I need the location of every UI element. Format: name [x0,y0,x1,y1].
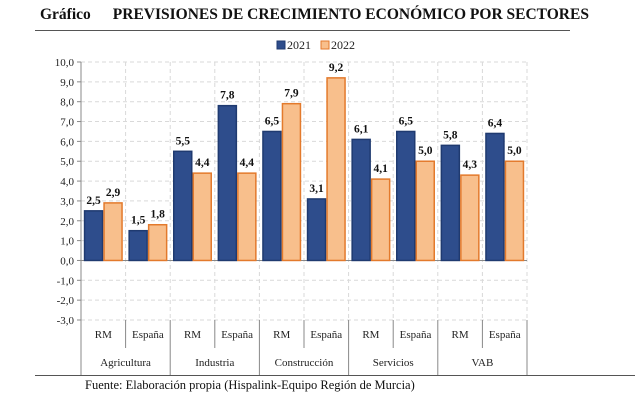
x-subcategory-label: España [400,329,432,341]
x-group-label: Servicios [373,357,414,369]
bar-2022 [281,102,302,262]
data-label: 6,5 [399,115,414,127]
bar-2021 [440,144,461,262]
y-tick-label: 2,0 [60,216,74,228]
y-tick-label: 7,0 [60,117,74,129]
bar-2021 [351,138,371,262]
x-subcategory-label: España [132,329,164,341]
y-tick-label: 5,0 [60,156,74,168]
bar-2022 [504,160,525,262]
data-label: 6,1 [354,123,369,135]
data-label: 4,3 [463,159,478,171]
x-subcategory-label: España [221,329,253,341]
x-subcategory-label: RM [452,329,469,341]
bar-2021 [173,150,193,262]
x-subcategory-label: RM [362,329,379,341]
bar-2022 [326,77,346,262]
data-label: 1,5 [131,215,146,227]
bar-2022 [237,172,257,262]
data-label: 4,1 [373,163,388,175]
y-tick-label: -1,0 [57,275,75,287]
x-subcategory-label: RM [184,329,201,341]
bar-2022 [192,172,212,262]
y-tick-label: -2,0 [57,295,75,307]
bar-chart: 10,0 9,0 8,0 7,0 6,0 5,0 4,0 3,0 2,0 1,0 0,0 -1,0 -2… [55,38,528,375]
x-subcategory-label: RM [273,329,290,341]
data-label: 7,9 [284,88,299,100]
bar-2022 [103,202,123,262]
x-group-label: Industria [195,357,234,369]
bar-2021 [128,229,148,262]
bar-2021 [485,132,505,262]
x-group-label: Agricultura [100,357,151,369]
x-group-label: Construcción [275,357,334,369]
data-label: 4,4 [195,157,210,169]
bar-2021 [306,198,327,262]
data-label: 2,5 [86,195,101,207]
data-label: 9,2 [329,62,344,74]
bar-2021 [396,130,416,262]
y-tick-label: 10,0 [55,57,75,69]
bar-2021 [262,130,282,262]
y-tick-label: 9,0 [60,77,74,89]
bar-2022 [415,160,435,262]
data-label: 5,0 [507,145,522,157]
source-note: Fuente: Elaboración propia (Hispalink-Eq… [85,378,415,392]
figure-label: Gráfico [40,6,91,23]
data-label: 5,5 [176,135,191,147]
data-label: 5,8 [443,129,458,141]
data-label: 4,4 [240,157,255,169]
y-tick-label: -3,0 [57,315,75,327]
legend-swatch-2022 [320,40,330,50]
y-tick-label: 3,0 [60,196,74,208]
data-label: 2,9 [106,187,121,199]
x-group-label: VAB [471,357,493,369]
bar-2022 [460,174,480,262]
divider [35,375,635,376]
x-subcategory-label: España [489,329,521,341]
legend-swatch-2021 [276,40,286,50]
x-subcategory-label: España [310,329,342,341]
title-text: PREVISIONES DE CRECIMIENTO ECONÓMICO POR… [112,6,589,23]
divider [35,30,570,31]
y-tick-label: 0,0 [60,255,74,267]
y-tick-label: 4,0 [60,176,74,188]
x-subcategory-label: RM [95,329,112,341]
bar-2022 [147,223,168,262]
legend-label: 2021 [287,38,311,52]
data-label: 6,5 [265,115,280,127]
data-label: 1,8 [150,209,165,221]
data-label: 3,1 [309,183,324,195]
y-tick-label: 6,0 [60,136,74,148]
chart-title: Gráfico PREVISIONES DE CRECIMIENTO ECONÓM… [40,6,589,24]
y-tick-label: 1,0 [60,236,74,248]
bar-2022 [370,178,391,262]
data-label: 6,4 [488,117,503,129]
bar-2021 [83,210,104,262]
legend-label: 2022 [331,38,355,52]
data-label: 7,8 [220,90,235,102]
bar-2021 [217,104,238,262]
data-label: 5,0 [418,145,433,157]
y-tick-label: 8,0 [60,97,74,109]
